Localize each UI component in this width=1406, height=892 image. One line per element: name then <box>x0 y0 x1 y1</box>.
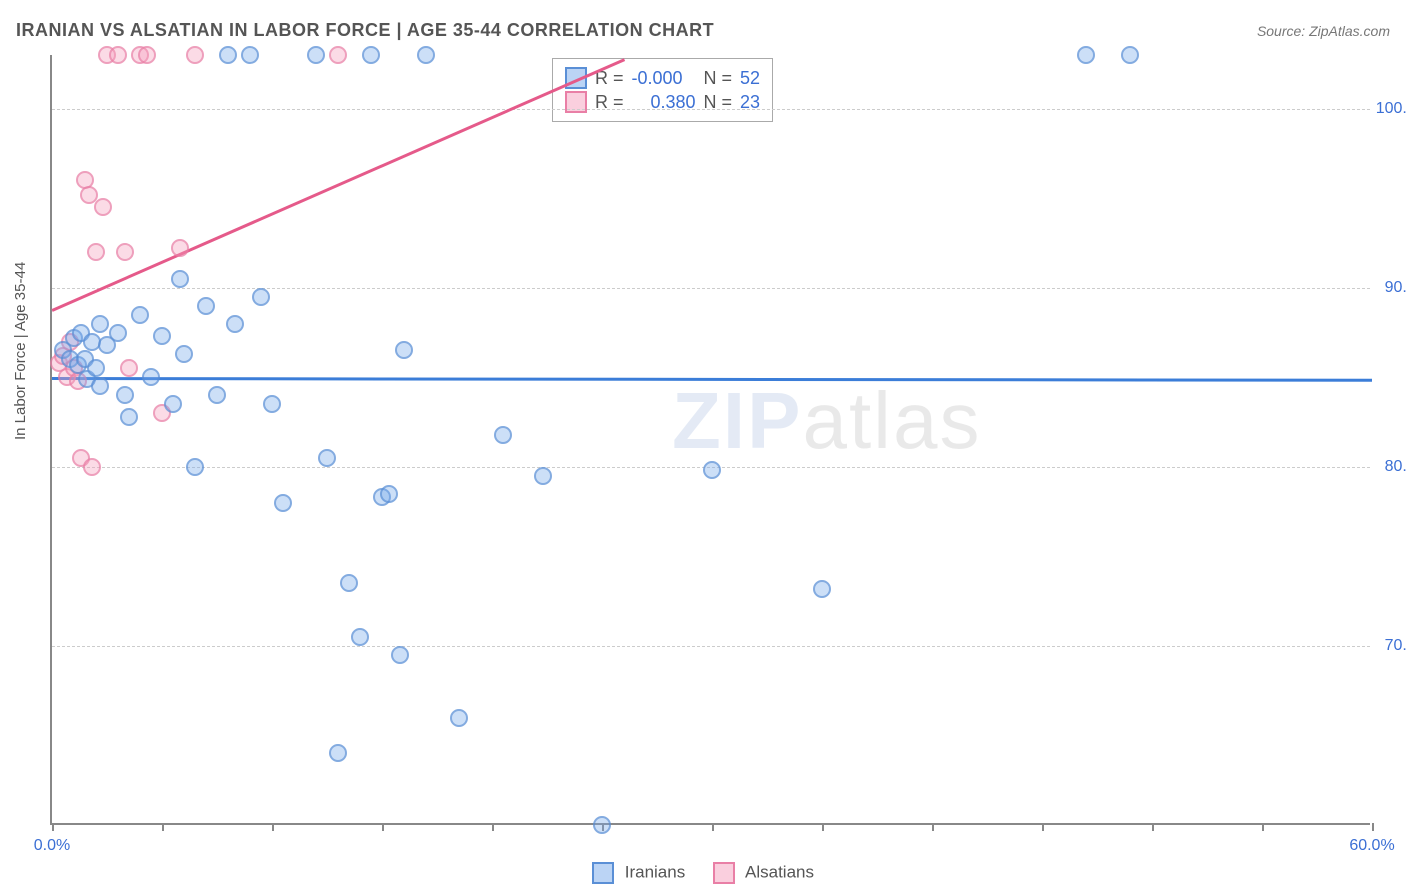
x-tick-label: 0.0% <box>34 837 70 855</box>
point-iranian <box>116 386 134 404</box>
x-tick <box>822 823 824 831</box>
x-tick <box>52 823 54 831</box>
point-iranian <box>186 458 204 476</box>
point-alsatian <box>83 458 101 476</box>
point-alsatian <box>87 243 105 261</box>
point-iranian <box>208 386 226 404</box>
point-iranian <box>87 359 105 377</box>
x-tick <box>1262 823 1264 831</box>
legend-swatch-alsatians <box>713 862 735 884</box>
source-label: Source: ZipAtlas.com <box>1257 23 1390 39</box>
chart-title: IRANIAN VS ALSATIAN IN LABOR FORCE | AGE… <box>16 20 714 41</box>
gridline-h <box>52 288 1370 289</box>
point-alsatian <box>94 198 112 216</box>
point-iranian <box>307 46 325 64</box>
y-axis-label: In Labor Force | Age 35-44 <box>12 262 29 440</box>
y-tick-label: 80.0% <box>1375 458 1406 476</box>
point-iranian <box>91 315 109 333</box>
point-iranian <box>252 288 270 306</box>
gridline-h <box>52 646 1370 647</box>
point-alsatian <box>171 239 189 257</box>
point-iranian <box>494 426 512 444</box>
point-iranian <box>171 270 189 288</box>
point-iranian <box>153 327 171 345</box>
y-tick-label: 70.0% <box>1375 637 1406 655</box>
r-value-1: -0.000 <box>632 68 696 89</box>
x-tick-label: 60.0% <box>1349 837 1394 855</box>
watermark-zip: ZIP <box>672 376 802 465</box>
stats-legend: R = -0.000 N = 52 R = 0.380 N = 23 <box>552 58 773 122</box>
point-iranian <box>340 574 358 592</box>
y-tick-label: 100.0% <box>1375 100 1406 118</box>
x-tick <box>382 823 384 831</box>
x-tick <box>272 823 274 831</box>
point-iranian <box>813 580 831 598</box>
point-alsatian <box>186 46 204 64</box>
point-iranian <box>329 744 347 762</box>
point-iranian <box>274 494 292 512</box>
x-tick <box>1372 823 1374 831</box>
legend-item-alsatians: Alsatians <box>713 862 814 884</box>
point-alsatian <box>109 46 127 64</box>
legend-item-iranians: Iranians <box>592 862 685 884</box>
point-iranian <box>164 395 182 413</box>
watermark: ZIPatlas <box>672 375 981 467</box>
n-value-1: 52 <box>740 68 760 89</box>
point-iranian <box>395 341 413 359</box>
point-iranian <box>362 46 380 64</box>
x-tick <box>712 823 714 831</box>
point-iranian <box>318 449 336 467</box>
y-tick-label: 90.0% <box>1375 279 1406 297</box>
watermark-atlas: atlas <box>802 376 981 465</box>
point-iranian <box>351 628 369 646</box>
x-tick <box>492 823 494 831</box>
point-iranian <box>197 297 215 315</box>
point-iranian <box>534 467 552 485</box>
point-iranian <box>131 306 149 324</box>
x-tick <box>1152 823 1154 831</box>
point-iranian <box>219 46 237 64</box>
plot-area: ZIPatlas R = -0.000 N = 52 R = 0.380 N =… <box>50 55 1370 825</box>
point-iranian <box>142 368 160 386</box>
point-iranian <box>91 377 109 395</box>
point-iranian <box>593 816 611 834</box>
gridline-h <box>52 109 1370 110</box>
point-alsatian <box>138 46 156 64</box>
point-iranian <box>417 46 435 64</box>
point-iranian <box>391 646 409 664</box>
x-tick <box>932 823 934 831</box>
n-label-1: N = <box>704 68 733 89</box>
point-iranian <box>241 46 259 64</box>
point-iranian <box>175 345 193 363</box>
point-alsatian <box>116 243 134 261</box>
bottom-legend: Iranians Alsatians <box>592 862 814 884</box>
point-alsatian <box>329 46 347 64</box>
point-iranian <box>1077 46 1095 64</box>
point-alsatian <box>120 359 138 377</box>
trend-line <box>52 377 1372 381</box>
point-iranian <box>120 408 138 426</box>
point-iranian <box>263 395 281 413</box>
point-iranian <box>226 315 244 333</box>
point-iranian <box>450 709 468 727</box>
x-tick <box>1042 823 1044 831</box>
legend-label-alsatians: Alsatians <box>745 862 814 881</box>
point-iranian <box>109 324 127 342</box>
trend-line <box>51 59 624 312</box>
point-iranian <box>703 461 721 479</box>
point-iranian <box>1121 46 1139 64</box>
legend-swatch-iranians <box>592 862 614 884</box>
point-iranian <box>380 485 398 503</box>
legend-label-iranians: Iranians <box>625 862 685 881</box>
x-tick <box>162 823 164 831</box>
